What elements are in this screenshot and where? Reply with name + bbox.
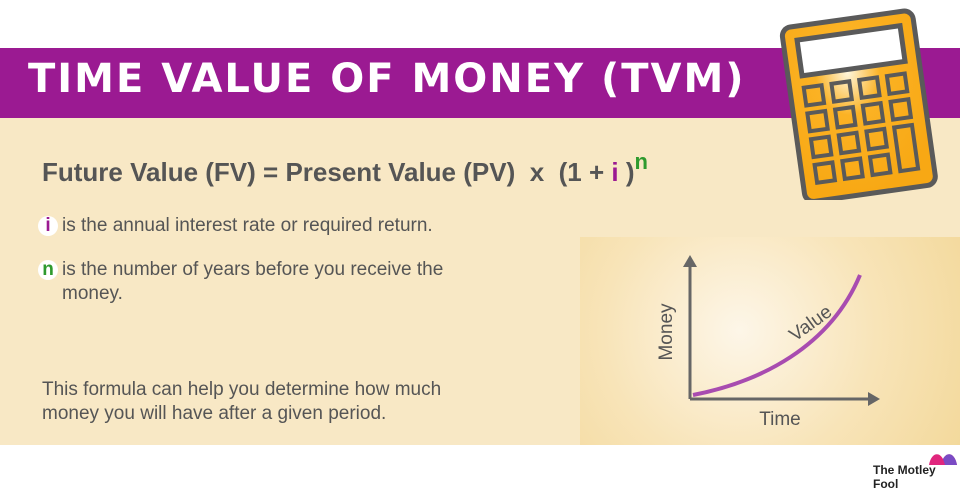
bullet-text: is the number of years before you receiv…: [62, 259, 444, 304]
page-title: TIME VALUE OF MONEY (TVM): [28, 56, 746, 102]
note-text: This formula can help you determine how …: [42, 379, 442, 424]
formula-open: (1 +: [558, 157, 605, 187]
formula-pv: Present Value (PV): [285, 157, 516, 187]
x-axis-label: Time: [759, 409, 801, 430]
jester-hat-icon: [929, 454, 957, 465]
badge-n: n: [38, 260, 58, 280]
calculator-icon: [779, 8, 938, 200]
bullet-text: is the annual interest rate or required …: [62, 215, 433, 236]
formula-times: x: [529, 157, 545, 187]
value-graph: Money Time Value: [580, 237, 960, 445]
formula-equals: =: [263, 157, 279, 187]
bullet-n: n is the number of years before you recei…: [38, 258, 502, 306]
formula-n: n: [634, 149, 648, 174]
logo-text: The Motley Fool: [873, 463, 936, 491]
bullet-i: i is the annual interest rate or required…: [38, 214, 433, 238]
formula-i: i: [611, 157, 619, 187]
motley-fool-logo: The Motley Fool: [873, 454, 960, 491]
formula-close: ): [625, 157, 635, 187]
x-arrow-icon: [868, 392, 880, 406]
formula-fv: Future Value (FV): [42, 157, 256, 187]
badge-i: i: [38, 216, 58, 236]
y-axis-label: Money: [656, 303, 677, 361]
tvm-formula: Future Value (FV) = Present Value (PV) x…: [42, 149, 648, 188]
value-curve: [692, 274, 862, 397]
graph-svg: Money Time Value: [656, 255, 880, 430]
y-arrow-icon: [683, 255, 697, 267]
